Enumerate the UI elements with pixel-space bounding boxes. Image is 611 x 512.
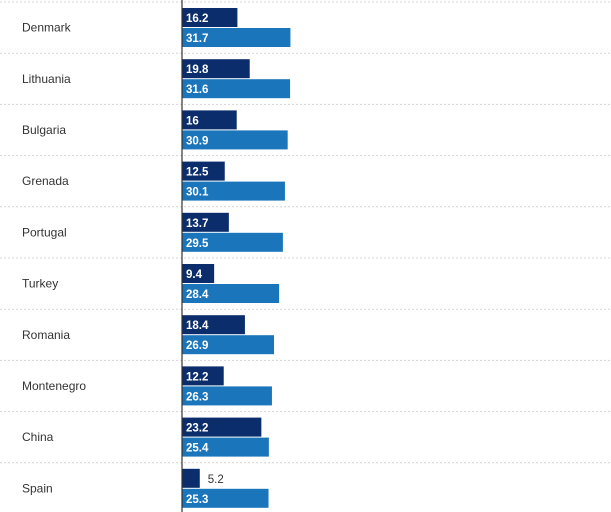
country-label: Turkey <box>22 277 58 291</box>
country-label: Montenegro <box>22 379 86 393</box>
country-label: Grenada <box>22 174 69 188</box>
bar <box>182 110 237 130</box>
bar-value-label: 12.5 <box>186 167 209 179</box>
bar <box>182 335 274 355</box>
bar <box>182 417 262 437</box>
bar-value-label: 18.4 <box>186 320 209 332</box>
bar-value-label: 28.4 <box>186 289 209 301</box>
country-label: Romania <box>22 328 70 342</box>
bar-value-label: 23.2 <box>186 423 208 435</box>
bar-value-label: 12.2 <box>186 371 208 383</box>
bar-value-label: 16.2 <box>186 13 208 25</box>
bar <box>182 130 288 150</box>
country-label: Lithuania <box>22 72 71 86</box>
bar <box>182 212 229 232</box>
bar-value-label: 29.5 <box>186 238 209 250</box>
country-label: Spain <box>22 481 53 495</box>
bar-value-label: 25.4 <box>186 443 209 455</box>
bar <box>182 284 280 303</box>
bar <box>182 28 291 47</box>
bar-value-label: 30.9 <box>186 135 208 147</box>
bar <box>182 488 269 508</box>
bar-value-label: 16 <box>186 115 199 127</box>
bar-value-label: 26.9 <box>186 340 208 352</box>
bar <box>182 79 291 99</box>
bar-value-label: 31.7 <box>186 33 208 45</box>
bar-value-label: 19.8 <box>186 64 209 76</box>
bar-value-label: 26.3 <box>186 391 208 403</box>
country-label: Bulgaria <box>22 123 66 137</box>
bar <box>182 181 285 201</box>
bar <box>182 264 215 283</box>
bar-value-label: 31.6 <box>186 84 208 96</box>
bar-value-label: 9.4 <box>186 269 203 281</box>
bar <box>182 437 269 457</box>
bar-value-label: 30.1 <box>186 187 209 199</box>
bar <box>182 232 283 252</box>
bar-value-label: 5.2 <box>208 474 224 486</box>
bar <box>182 366 224 386</box>
country-label: Denmark <box>22 21 72 35</box>
bar <box>182 8 238 27</box>
bar-value-label: 25.3 <box>186 494 208 506</box>
country-label: China <box>22 430 54 444</box>
country-label: Portugal <box>22 225 67 239</box>
bar <box>182 161 225 181</box>
bar <box>182 59 250 79</box>
bar <box>182 468 200 488</box>
bar-value-label: 13.7 <box>186 218 208 230</box>
bar <box>182 386 272 406</box>
bar <box>182 315 245 335</box>
